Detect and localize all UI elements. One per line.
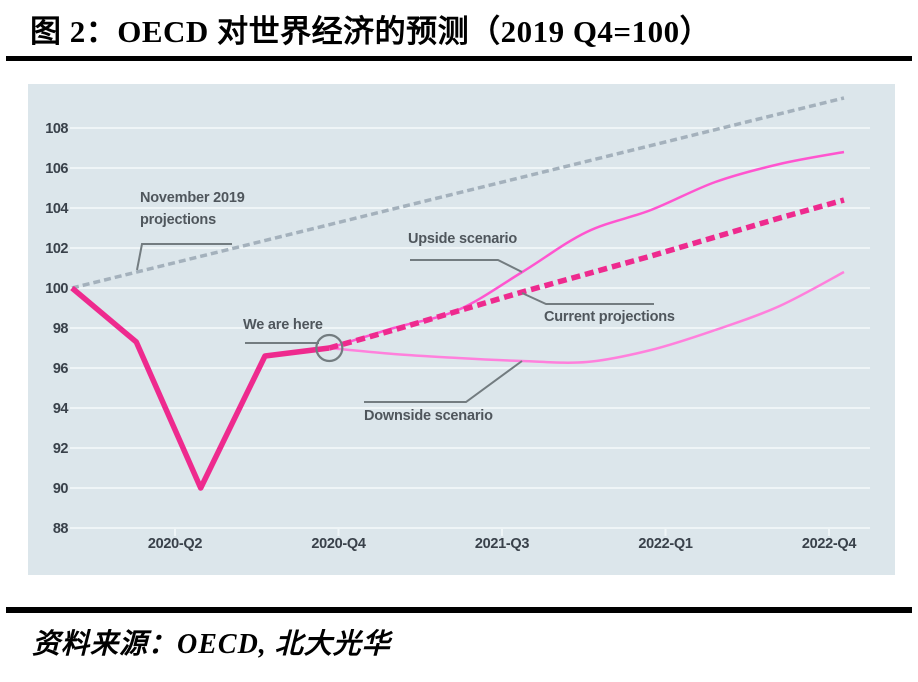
downside-scenario-label: Downside scenario (364, 408, 493, 424)
we-are-here-label: We are here (243, 317, 323, 333)
title-rule (6, 56, 912, 61)
series-line-current-projections (328, 197, 845, 351)
source-line: 资料来源：OECD, 北大光华 (32, 629, 391, 660)
figure-title: 图 2：OECD 对世界经济的预测（2019 Q4=100） (30, 14, 712, 49)
series-line-downside-scenario (329, 270, 845, 364)
x-tick-label: 2021-Q3 (475, 536, 530, 552)
upside-scenario-label-leader-line (410, 259, 523, 273)
y-tick-label: 96 (53, 361, 69, 377)
x-tick-label: 2022-Q1 (638, 536, 693, 552)
y-tick-label: 100 (45, 281, 68, 297)
series-line-actual (70, 285, 330, 491)
chart-panel: 88 90 92 94 96 98 100 102 104 106 108 2020-Q2 2020-Q… (28, 84, 895, 575)
y-tick-label: 98 (53, 321, 69, 337)
downside-scenario-label-leader-line (364, 360, 523, 403)
series-line-november-2019-projections (71, 96, 845, 290)
we-are-here-marker (315, 333, 344, 363)
x-tick-label: 2020-Q4 (311, 536, 366, 552)
y-tick-label: 92 (53, 441, 69, 457)
current-projections-label: Current projections (544, 309, 675, 325)
x-tick-label: 2022-Q4 (802, 536, 857, 552)
y-tick-label: 106 (45, 161, 68, 177)
november-2019-projections-label: projections (140, 212, 216, 228)
y-tick-label: 90 (53, 481, 69, 497)
november-2019-projections-label-leader-line (136, 243, 232, 271)
current-projections-label-leader-line (521, 292, 654, 305)
bottom-rule (6, 607, 912, 613)
x-tick-label: 2020-Q2 (148, 536, 203, 552)
y-tick-label: 88 (53, 521, 69, 537)
y-tick-label: 94 (53, 401, 69, 417)
oecd-projection-chart: 88 90 92 94 96 98 100 102 104 106 108 2020-Q2 2020-Q… (45, 96, 870, 552)
upside-scenario-label: Upside scenario (408, 231, 517, 247)
y-tick-label: 104 (45, 201, 68, 217)
y-tick-label: 102 (45, 241, 68, 257)
y-tick-label: 108 (45, 121, 68, 137)
november-2019-projections-label: November 2019 (140, 190, 245, 206)
